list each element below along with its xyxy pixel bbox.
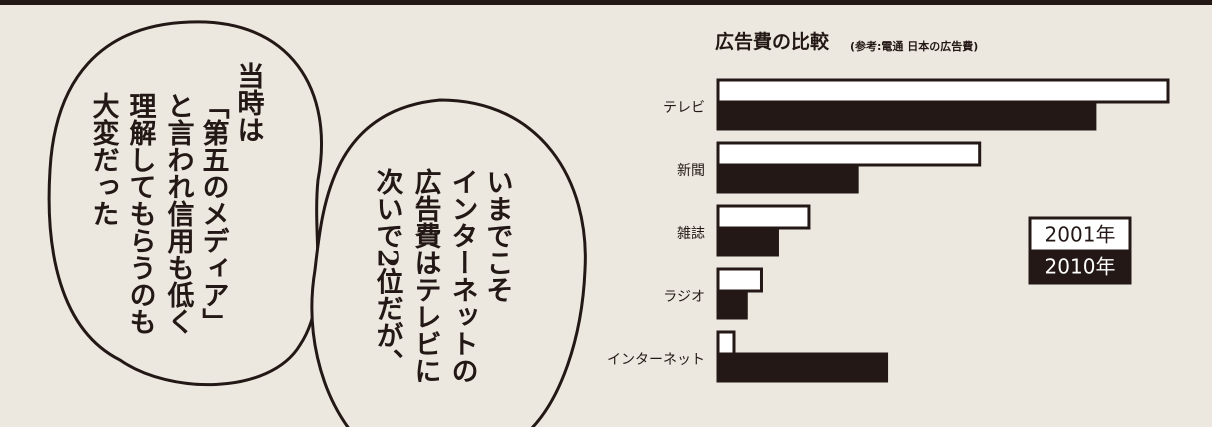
- bar: [716, 226, 779, 257]
- speech-text: 理解してもらうのも: [125, 92, 157, 335]
- chart-title: 広告費の比較: [715, 30, 830, 53]
- bar: [716, 204, 811, 230]
- bar: [716, 141, 982, 167]
- speech-text: 次いで2位だが、: [372, 168, 404, 376]
- speech-text: と言われ信用も低く: [163, 92, 196, 335]
- bar: [716, 352, 889, 383]
- speech-text: 広告費はテレビに: [410, 167, 442, 384]
- bar: [716, 267, 763, 293]
- bar: [716, 78, 1170, 104]
- chart-subtitle: (参考:電通 日本の広告費): [850, 39, 978, 53]
- category-label: ラジオ: [663, 289, 705, 305]
- category-label: 新聞: [677, 163, 705, 179]
- legend-swatch: [1031, 219, 1129, 250]
- top-border: [0, 0, 1212, 5]
- speech-text: 「第五のメディア」: [198, 92, 230, 335]
- speech-text: いまでこそ: [482, 168, 513, 303]
- speech-text: 当時は: [233, 62, 264, 143]
- bar: [716, 289, 748, 320]
- speech-text: 大変だった: [88, 92, 120, 227]
- legend-label: 2010年: [1045, 255, 1116, 279]
- bar: [716, 100, 1097, 131]
- category-label: インターネット: [607, 352, 705, 368]
- speech-bubble: [310, 98, 587, 427]
- category-label: 雑誌: [677, 226, 705, 242]
- category-label: テレビ: [663, 100, 705, 116]
- speech-text: インターネットの: [447, 168, 478, 384]
- speech-bubble: [47, 20, 323, 387]
- bar: [716, 163, 859, 194]
- bar: [716, 330, 736, 356]
- legend-label: 2001年: [1045, 223, 1116, 247]
